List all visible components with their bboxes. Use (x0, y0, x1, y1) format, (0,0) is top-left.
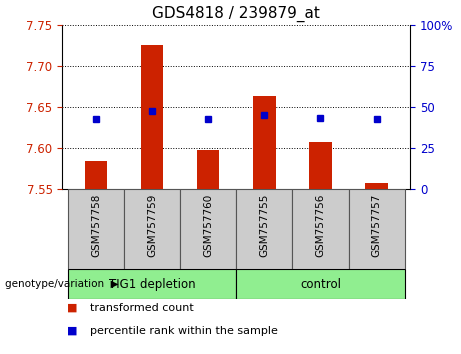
Bar (253, 96, 276, 189)
Text: transformed count: transformed count (90, 303, 194, 313)
Bar (236, 269, 405, 299)
Text: ■: ■ (67, 303, 77, 313)
Bar (366, 183, 388, 189)
Bar (292, 189, 349, 269)
Text: percentile rank within the sample: percentile rank within the sample (90, 326, 278, 336)
Bar (236, 189, 292, 269)
Text: GSM757758: GSM757758 (91, 193, 101, 257)
Text: GSM757760: GSM757760 (203, 193, 213, 257)
Bar (197, 150, 219, 189)
Bar (180, 189, 236, 269)
Bar (124, 189, 180, 269)
Bar (68, 189, 124, 269)
Bar (85, 161, 107, 189)
Text: TIG1 depletion: TIG1 depletion (109, 278, 195, 291)
Text: control: control (300, 278, 341, 291)
Bar (349, 189, 405, 269)
Text: ■: ■ (67, 326, 77, 336)
Bar (309, 142, 332, 189)
Text: GSM757759: GSM757759 (147, 193, 157, 257)
Text: genotype/variation  ▶: genotype/variation ▶ (5, 279, 118, 289)
Text: GSM757756: GSM757756 (315, 193, 325, 257)
Text: GSM757755: GSM757755 (260, 193, 269, 257)
Bar (141, 45, 163, 189)
Bar (68, 269, 236, 299)
Text: GSM757757: GSM757757 (372, 193, 382, 257)
Title: GDS4818 / 239879_at: GDS4818 / 239879_at (152, 6, 320, 22)
